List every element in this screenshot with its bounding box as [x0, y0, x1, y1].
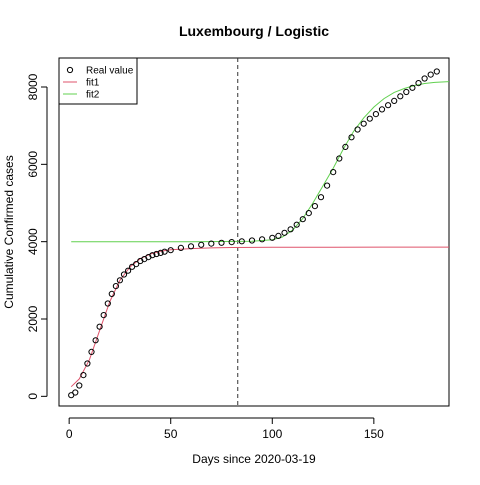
plot-area: 0 50 100 150 0 2000 4000 6000 8000 Real valuefit1…	[26, 57, 450, 441]
data-point	[311, 203, 318, 210]
data-point	[281, 229, 288, 236]
data-point	[149, 252, 156, 259]
y-tick-label: 8000	[26, 73, 40, 100]
legend-label-fit2: fit2	[86, 90, 100, 101]
data-point	[108, 290, 115, 297]
data-point	[336, 155, 343, 162]
data-point	[385, 102, 392, 109]
data-point	[421, 75, 428, 82]
data-point	[104, 300, 111, 307]
y-tick-label: 6000	[26, 151, 40, 178]
data-point	[96, 323, 103, 330]
plot-frame	[58, 57, 450, 407]
data-point	[348, 134, 355, 141]
legend-label-Real value: Real value	[86, 66, 134, 77]
data-point	[293, 221, 300, 228]
data-point	[84, 360, 91, 367]
data-point	[112, 283, 120, 290]
legend-label-fit1: fit1	[86, 78, 100, 89]
data-point	[208, 240, 215, 247]
y-tick-label: 2000	[26, 305, 40, 332]
data-point	[397, 93, 404, 100]
data-point	[187, 243, 195, 250]
data-point	[80, 372, 87, 379]
data-point	[269, 234, 276, 241]
data-point	[415, 80, 422, 87]
data-point	[72, 389, 79, 396]
data-point	[125, 267, 132, 274]
x-tick-label: 0	[66, 427, 73, 441]
data-point	[238, 238, 245, 245]
data-point	[133, 261, 140, 268]
data-point	[305, 210, 312, 217]
data-point	[198, 241, 205, 248]
data-point	[342, 143, 349, 150]
data-point	[372, 111, 379, 118]
data-point	[433, 68, 440, 75]
data-point	[354, 126, 361, 133]
y-tick-label: 4000	[26, 228, 40, 255]
data-point	[218, 239, 225, 246]
data-point	[360, 120, 367, 127]
y-tick-label: 0	[26, 393, 40, 400]
data-point	[366, 115, 373, 122]
x-axis-label: Days since 2020-03-19	[192, 452, 316, 466]
data-point	[92, 337, 99, 344]
y-axis-label: Cumulative Confirmed cases	[2, 155, 16, 308]
data-point	[116, 277, 124, 284]
data-point	[299, 216, 306, 223]
data-point	[76, 382, 83, 389]
data-point	[100, 312, 107, 319]
series-line-fit1	[70, 246, 449, 388]
data-point	[391, 97, 398, 105]
data-point	[161, 248, 168, 255]
data-point	[259, 236, 266, 243]
data-point	[409, 84, 416, 91]
data-point	[403, 88, 410, 96]
data-point	[324, 182, 331, 189]
data-point	[427, 71, 434, 78]
data-point	[88, 348, 95, 355]
data-point	[120, 271, 128, 278]
legend-marker-Real value	[66, 66, 74, 74]
data-point	[167, 247, 174, 254]
x-tick-label: 100	[262, 427, 282, 441]
data-point	[317, 194, 325, 201]
data-point	[177, 244, 184, 251]
data-point	[157, 249, 164, 256]
x-tick-label: 150	[364, 427, 384, 441]
data-point	[228, 239, 235, 246]
data-point	[275, 232, 282, 239]
legend-box	[58, 57, 138, 105]
chart-title: Luxembourg / Logistic	[179, 23, 329, 39]
data-point	[378, 106, 386, 113]
data-point	[248, 237, 256, 244]
data-point	[153, 250, 160, 258]
data-point	[287, 226, 294, 233]
data-point	[330, 169, 337, 176]
x-tick-label: 50	[164, 427, 178, 441]
